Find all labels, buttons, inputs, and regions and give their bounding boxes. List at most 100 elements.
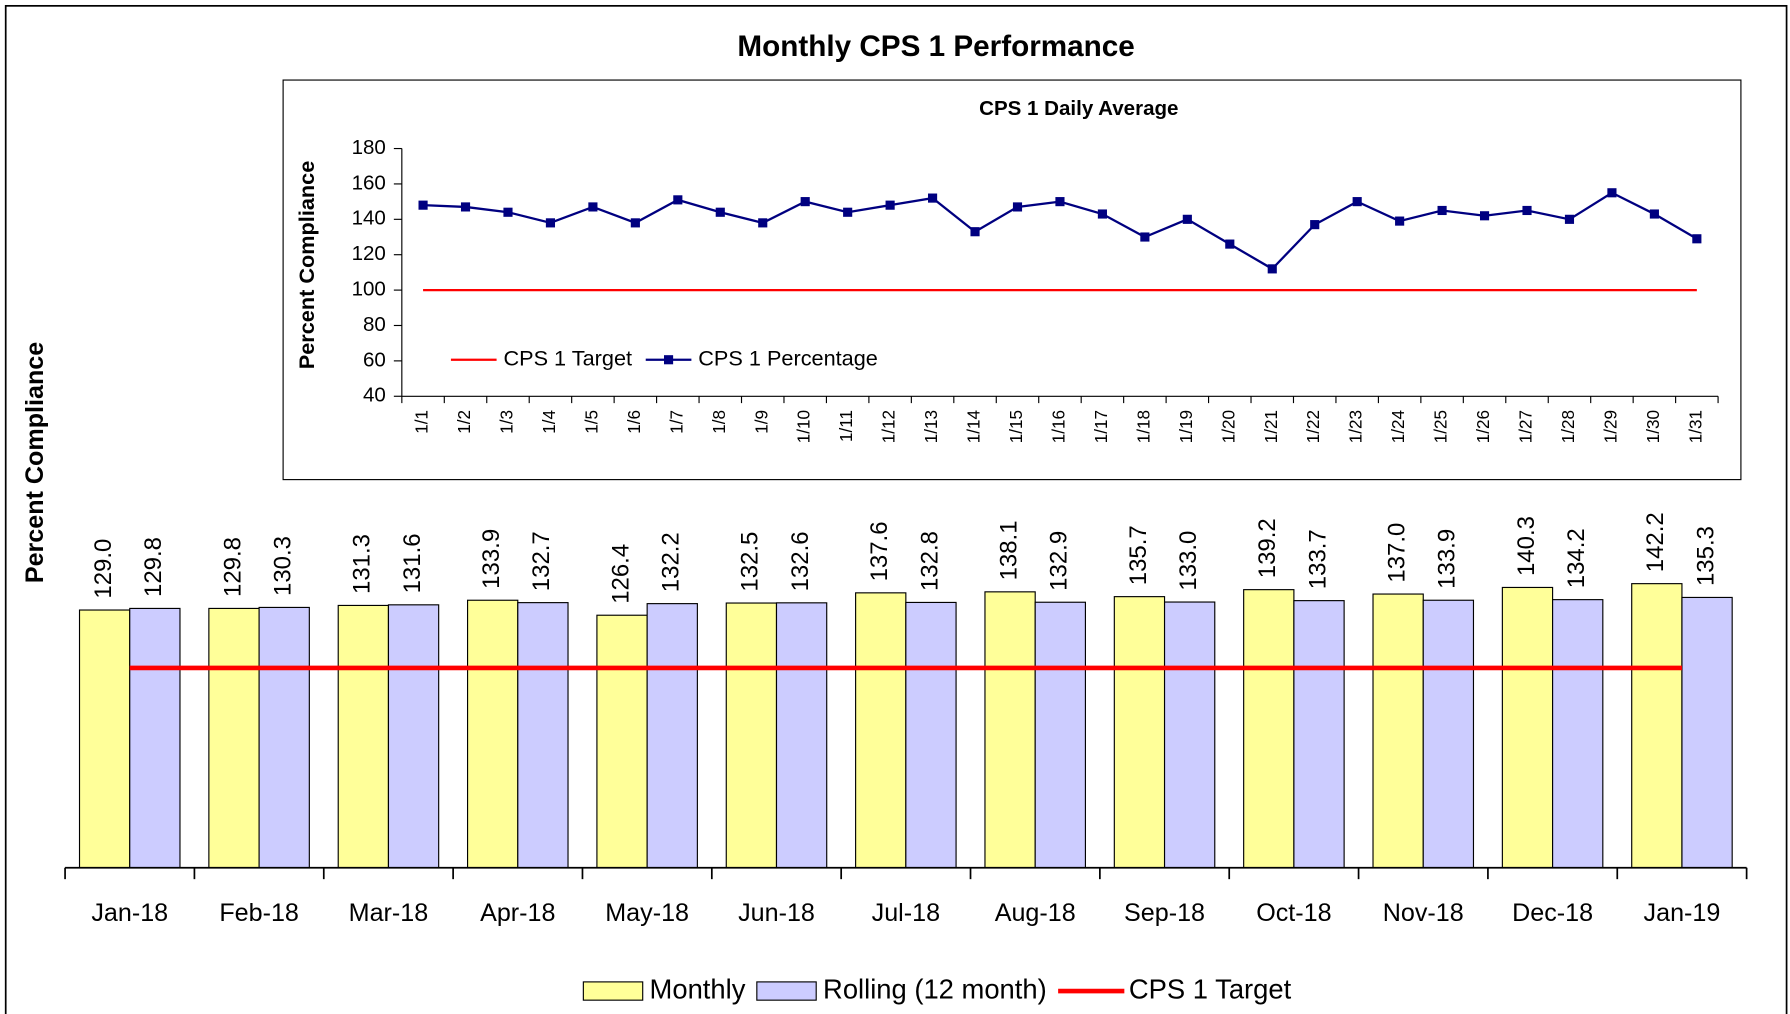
data-label: 131.6 (399, 533, 426, 593)
chart-title: Monthly CPS 1 Performance (737, 30, 1134, 63)
data-label: 139.2 (1254, 518, 1281, 578)
x-tick-label: 1/9 (752, 410, 771, 434)
point (673, 195, 683, 205)
x-tick-label: 1/23 (1347, 410, 1366, 443)
x-tick-label: Aug-18 (995, 899, 1076, 927)
data-label: 132.9 (1046, 531, 1073, 591)
bar (258, 606, 310, 869)
bar (466, 599, 519, 869)
x-tick-label: 1/12 (880, 410, 899, 443)
point (418, 200, 428, 210)
bar (78, 609, 131, 869)
data-label: 129.0 (90, 539, 117, 599)
data-label: 129.8 (219, 537, 246, 597)
data-label: 135.3 (1692, 526, 1719, 586)
x-tick-label: 1/6 (625, 410, 644, 434)
bar (775, 602, 828, 869)
legend-swatch (582, 981, 644, 1001)
x-tick-label: 1/20 (1219, 410, 1238, 443)
bar (129, 607, 181, 869)
x-tick-label: 1/1 (413, 410, 432, 434)
x-tick-label: 1/15 (1007, 410, 1026, 443)
bar (208, 607, 260, 869)
bar (1631, 583, 1683, 869)
bar (517, 602, 569, 869)
x-tick-label: 1/14 (965, 409, 984, 443)
point (545, 218, 556, 228)
x-tick-label: Jan-19 (1644, 899, 1721, 927)
x-tick-label: 1/18 (1134, 410, 1153, 443)
bar (984, 591, 1036, 869)
point (460, 202, 471, 212)
data-label: 126.4 (607, 544, 634, 604)
x-tick-label: Jun-18 (738, 899, 815, 927)
data-label: 131.3 (349, 534, 376, 594)
bar (1501, 586, 1554, 869)
x-tick-label: 1/19 (1177, 410, 1196, 443)
data-label: 137.0 (1383, 523, 1410, 583)
data-label: 133.7 (1304, 529, 1331, 589)
y-tick-label: 60 (363, 348, 386, 371)
x-tick-label: Oct-18 (1256, 899, 1331, 927)
point (885, 200, 895, 210)
data-label: 129.8 (140, 537, 167, 597)
y-tick-label: 180 (352, 136, 386, 159)
x-tick-label: 1/24 (1389, 409, 1408, 443)
point (928, 193, 938, 203)
x-tick-label: Apr-18 (480, 899, 555, 927)
x-tick-label: 1/2 (455, 410, 474, 434)
x-tick-label: 1/13 (922, 410, 941, 443)
x-tick-label: 1/3 (498, 410, 517, 434)
point (758, 218, 768, 228)
x-tick-label: 1/25 (1432, 410, 1451, 443)
x-tick-label: Sep-18 (1124, 899, 1205, 927)
bar (905, 601, 957, 869)
bar (1113, 596, 1166, 869)
legend-marker (663, 355, 674, 365)
bar (646, 603, 698, 869)
x-tick-label: 1/22 (1304, 410, 1323, 443)
data-label: 140.3 (1513, 516, 1540, 576)
point (1479, 211, 1490, 221)
x-tick-label: 1/5 (582, 410, 601, 434)
data-label: 133.9 (1434, 529, 1461, 589)
x-tick-label: Dec-18 (1512, 899, 1593, 927)
bar (1552, 599, 1604, 869)
point (1692, 234, 1702, 244)
x-tick-label: 1/27 (1517, 410, 1536, 443)
point (1225, 239, 1235, 249)
point (1097, 209, 1107, 219)
data-label: 132.2 (658, 532, 685, 592)
bar (1293, 600, 1345, 869)
y-tick-label: 80 (363, 313, 386, 336)
y-tick-label: 160 (352, 171, 386, 194)
point (1012, 202, 1023, 212)
point (1607, 188, 1617, 198)
data-label: 130.3 (270, 536, 297, 596)
x-tick-label: Feb-18 (219, 899, 299, 927)
bar (1163, 601, 1216, 869)
point (1564, 214, 1575, 224)
point (588, 202, 598, 212)
data-label: 133.9 (478, 529, 505, 589)
y-tick-label: 100 (352, 278, 386, 301)
legend-label: CPS 1 Percentage (698, 345, 878, 370)
data-label: 133.0 (1175, 531, 1202, 591)
bar (1372, 593, 1424, 869)
data-label: 132.6 (787, 531, 814, 591)
bar (725, 602, 778, 869)
x-tick-label: 1/30 (1644, 410, 1663, 443)
legend-label: Rolling (12 month) (823, 973, 1047, 1004)
point (1140, 232, 1150, 242)
bar (1422, 599, 1475, 869)
y-tick-label: 120 (352, 242, 386, 265)
bar (855, 592, 907, 869)
data-label: 132.8 (916, 531, 943, 591)
point (1055, 197, 1065, 207)
x-tick-label: 1/11 (837, 410, 856, 442)
bar (387, 604, 440, 869)
point (800, 197, 810, 207)
x-tick-label: 1/16 (1049, 410, 1068, 443)
legend-swatch (756, 981, 817, 1001)
